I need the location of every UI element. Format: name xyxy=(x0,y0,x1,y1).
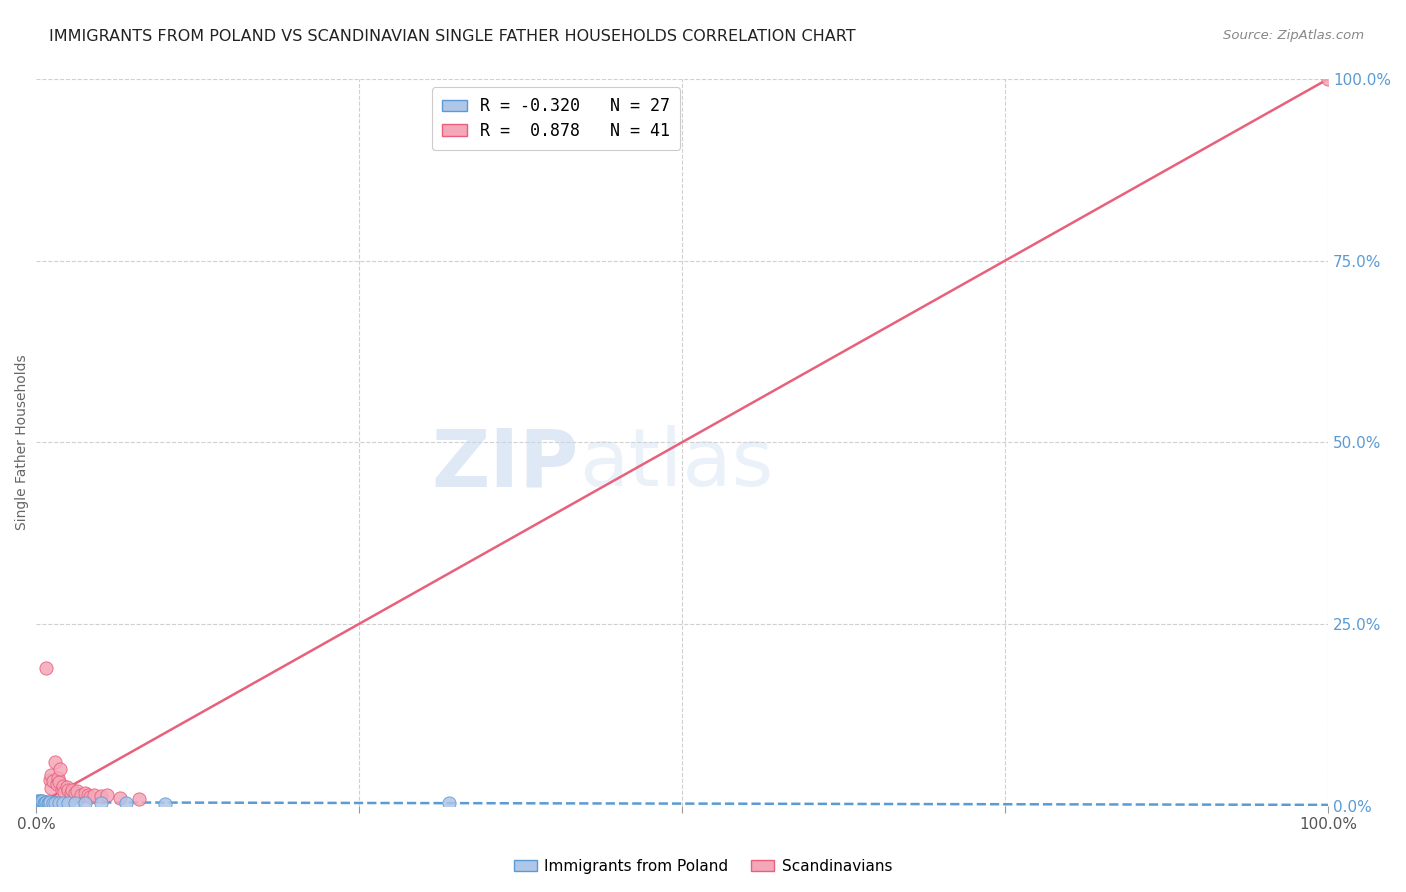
Point xyxy=(48,775,70,789)
Point xyxy=(52,779,75,793)
Legend: Immigrants from Poland, Scandinavians: Immigrants from Poland, Scandinavians xyxy=(508,853,898,880)
Point xyxy=(52,797,75,811)
Point xyxy=(108,790,131,805)
Point xyxy=(56,780,79,794)
Point xyxy=(79,789,101,804)
Point xyxy=(60,782,83,797)
Point xyxy=(115,797,138,811)
Point xyxy=(28,797,51,811)
Point xyxy=(35,795,58,809)
Point xyxy=(90,797,112,811)
Point xyxy=(31,797,53,811)
Point xyxy=(41,768,63,782)
Point xyxy=(30,796,52,810)
Point xyxy=(27,796,49,810)
Point xyxy=(25,793,48,807)
Point xyxy=(44,797,66,811)
Point xyxy=(73,797,96,811)
Point xyxy=(44,755,66,769)
Point xyxy=(58,797,80,811)
Point xyxy=(66,784,89,798)
Text: ZIP: ZIP xyxy=(432,425,579,503)
Point xyxy=(27,797,49,811)
Point xyxy=(30,796,52,810)
Point xyxy=(46,771,69,785)
Point xyxy=(39,795,62,809)
Point xyxy=(31,796,53,810)
Point xyxy=(51,782,73,797)
Point xyxy=(70,788,93,802)
Point xyxy=(25,795,48,809)
Point xyxy=(37,796,59,810)
Point xyxy=(38,795,60,809)
Point xyxy=(37,796,59,810)
Point xyxy=(53,785,76,799)
Point xyxy=(128,792,150,806)
Point xyxy=(30,797,52,811)
Point xyxy=(28,795,51,809)
Point xyxy=(31,794,53,808)
Point xyxy=(27,793,49,807)
Point xyxy=(153,797,176,812)
Point xyxy=(1317,72,1340,87)
Point xyxy=(439,797,461,811)
Point xyxy=(39,773,62,788)
Point xyxy=(32,797,55,811)
Point xyxy=(35,660,58,674)
Point xyxy=(30,795,52,809)
Text: Source: ZipAtlas.com: Source: ZipAtlas.com xyxy=(1223,29,1364,43)
Point xyxy=(34,796,56,810)
Point xyxy=(63,797,86,811)
Point xyxy=(49,762,72,776)
Point xyxy=(59,785,82,799)
Point xyxy=(35,795,58,809)
Point xyxy=(42,796,65,810)
Point xyxy=(73,786,96,800)
Point xyxy=(32,796,55,810)
Point xyxy=(41,781,63,796)
Point xyxy=(48,796,70,810)
Point xyxy=(58,782,80,797)
Point xyxy=(45,777,67,791)
Text: IMMIGRANTS FROM POLAND VS SCANDINAVIAN SINGLE FATHER HOUSEHOLDS CORRELATION CHAR: IMMIGRANTS FROM POLAND VS SCANDINAVIAN S… xyxy=(49,29,856,45)
Point xyxy=(42,795,65,809)
Point xyxy=(28,794,51,808)
Point xyxy=(63,785,86,799)
Point xyxy=(76,789,98,803)
Point xyxy=(96,788,118,802)
Point xyxy=(42,773,65,788)
Point xyxy=(90,789,112,804)
Point xyxy=(31,794,53,808)
Point xyxy=(34,796,56,810)
Point xyxy=(83,789,105,803)
Text: atlas: atlas xyxy=(579,425,773,503)
Y-axis label: Single Father Households: Single Father Households xyxy=(15,354,30,530)
Point xyxy=(38,797,60,811)
Legend: R = -0.320   N = 27, R =  0.878   N = 41: R = -0.320 N = 27, R = 0.878 N = 41 xyxy=(432,87,681,150)
